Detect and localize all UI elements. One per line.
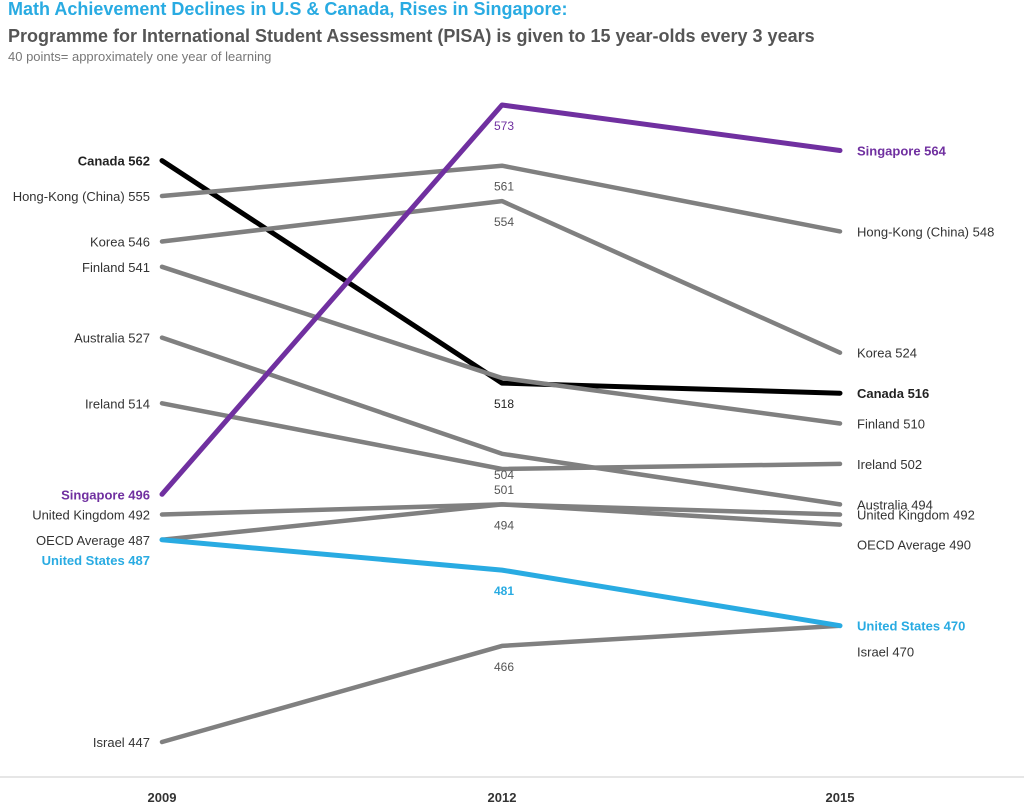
label-korea-2009: Korea 546 (90, 235, 150, 250)
label-united-states-2015: United States 470 (857, 619, 965, 634)
label-israel-2015: Israel 470 (857, 645, 914, 660)
label-finland-2009: Finland 541 (82, 260, 150, 275)
line-oecd-average (159, 502, 843, 543)
label-israel-2009: Israel 447 (93, 735, 150, 750)
series-labels: Canada 562 518 Canada 516 Hong-Kong (China)… (13, 119, 995, 750)
chart-subtitle: Programme for International Student Asse… (8, 26, 815, 46)
label-singapore-2015: Singapore 564 (857, 144, 947, 159)
label-canada-2015: Canada 516 (857, 386, 929, 401)
label-oecd-average-2009: OECD Average 487 (36, 533, 150, 548)
chart-note: 40 points= approximately one year of lea… (8, 49, 272, 64)
label-united-kingdom-2012: 494 (494, 518, 514, 532)
line-canada (159, 158, 843, 396)
label-korea-2015: Korea 524 (857, 346, 917, 361)
label-singapore-2009: Singapore 496 (61, 487, 150, 502)
label-canada-2012: 518 (494, 397, 514, 411)
label-singapore-2012: 573 (494, 119, 514, 133)
label-finland-2015: Finland 510 (857, 417, 925, 432)
label-canada-2009: Canada 562 (78, 154, 150, 169)
label-australia-2015: Australia 494 (857, 497, 933, 512)
label-israel-2012: 466 (494, 660, 514, 674)
line-united-states (159, 537, 843, 629)
label-united-kingdom-2015: United Kingdom 492 (857, 508, 975, 523)
x-axis-ticks: 2009 2012 2015 (148, 790, 855, 805)
line-ireland (159, 401, 843, 472)
line-korea (159, 198, 843, 355)
line-singapore (159, 102, 843, 497)
label-united-kingdom-2009: United Kingdom 492 (32, 508, 150, 523)
label-hong-kong-china-2012: 561 (494, 180, 514, 194)
line-hong-kong-china (159, 163, 843, 234)
label-hong-kong-china-2015: Hong-Kong (China) 548 (857, 224, 994, 239)
x-tick-2015: 2015 (826, 790, 855, 805)
label-ireland-2009: Ireland 514 (85, 396, 150, 411)
label-ireland-2012: 501 (494, 483, 514, 497)
label-hong-kong-china-2009: Hong-Kong (China) 555 (13, 189, 150, 204)
line-finland (159, 264, 843, 426)
line-australia (159, 335, 843, 507)
label-united-states-2012: 481 (494, 584, 514, 598)
label-korea-2012: 554 (494, 215, 514, 229)
chart-title: Math Achievement Declines in U.S & Canad… (8, 0, 568, 19)
label-australia-2009: Australia 527 (74, 331, 150, 346)
label-australia-2012: 504 (494, 468, 514, 482)
x-tick-2009: 2009 (148, 790, 177, 805)
x-tick-2012: 2012 (488, 790, 517, 805)
label-united-states-2009: United States 487 (42, 553, 150, 568)
series-lines (159, 102, 843, 745)
label-oecd-average-2015: OECD Average 490 (857, 538, 971, 553)
label-ireland-2015: Ireland 502 (857, 457, 922, 472)
line-israel (159, 623, 843, 745)
